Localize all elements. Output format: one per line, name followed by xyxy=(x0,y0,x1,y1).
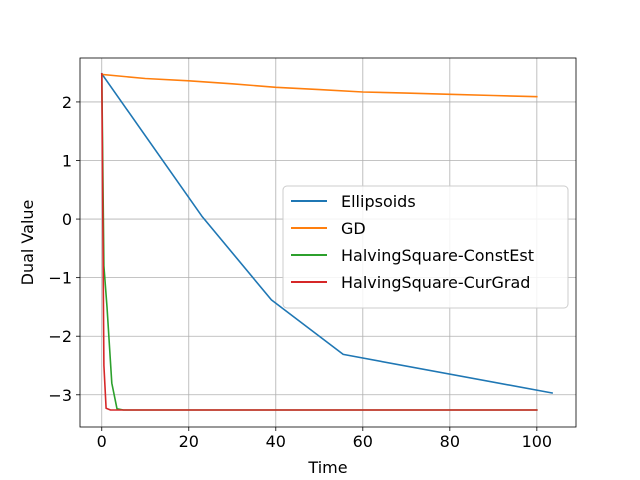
legend-label: GD xyxy=(341,219,366,238)
legend: Ellipsoids GD HalvingSquare-ConstEst Halvin… xyxy=(282,185,569,309)
y-tick-label: 1 xyxy=(62,152,72,171)
y-tick-label: −2 xyxy=(48,327,72,346)
ticks: 0 20 40 60 80 100 −3 −2 −1 0 1 2 xyxy=(48,93,552,451)
series-line-ellipsoids xyxy=(100,72,554,394)
legend-label: HalvingSquare-ConstEst xyxy=(341,246,534,265)
series-line-halvingsquare-curgrad xyxy=(100,72,538,411)
x-tick-label: 40 xyxy=(266,432,286,451)
plot-frame xyxy=(79,57,577,428)
series-line-gd xyxy=(100,73,538,98)
legend-label: HalvingSquare-CurGrad xyxy=(341,273,530,292)
y-tick-label: 0 xyxy=(62,210,72,229)
y-tick-label: −3 xyxy=(48,386,72,405)
y-axis-label: Dual Value xyxy=(18,200,37,286)
x-tick-label: 60 xyxy=(353,432,373,451)
x-tick-label: 100 xyxy=(522,432,553,451)
x-axis-label: Time xyxy=(307,458,347,477)
y-tick-label: −1 xyxy=(48,269,72,288)
series-layer xyxy=(100,72,554,411)
legend-box xyxy=(282,185,569,309)
y-tick-label: 2 xyxy=(62,93,72,112)
x-tick-label: 0 xyxy=(97,432,107,451)
legend-label: Ellipsoids xyxy=(341,192,416,211)
x-tick-label: 80 xyxy=(440,432,460,451)
x-tick-label: 20 xyxy=(179,432,199,451)
